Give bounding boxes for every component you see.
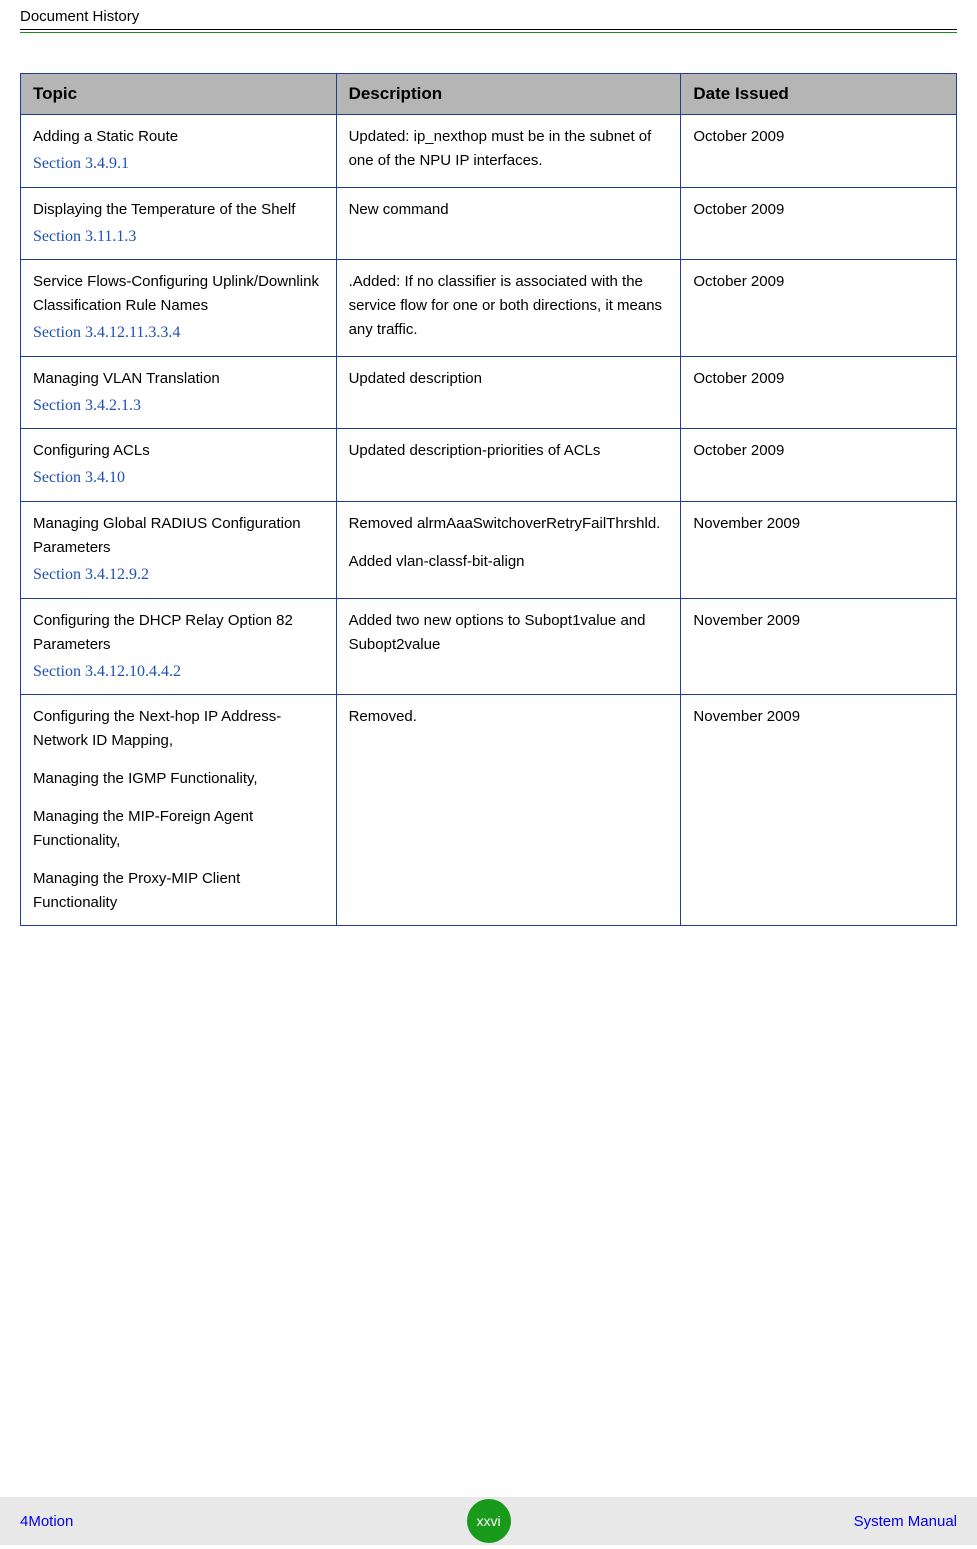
topic-part: Managing the Proxy-MIP Client Functional… <box>33 867 324 915</box>
section-link[interactable]: Section 3.4.12.11.3.3.4 <box>33 320 324 346</box>
cell-description: Updated description-priorities of ACLs <box>336 429 681 502</box>
topic-text: Service Flows-Configuring Uplink/Downlin… <box>33 270 324 318</box>
cell-date: October 2009 <box>681 260 957 357</box>
cell-date: October 2009 <box>681 356 957 429</box>
cell-topic: Managing Global RADIUS Configuration Par… <box>21 501 337 598</box>
cell-description: Updated description <box>336 356 681 429</box>
table-row: Configuring the Next-hop IP Address-Netw… <box>21 695 957 926</box>
cell-date: October 2009 <box>681 115 957 188</box>
page-number-badge: xxvi <box>467 1499 511 1543</box>
section-link[interactable]: Section 3.11.1.3 <box>33 224 324 250</box>
col-header-description: Description <box>336 74 681 115</box>
section-link[interactable]: Section 3.4.2.1.3 <box>33 393 324 419</box>
col-header-topic: Topic <box>21 74 337 115</box>
topic-text: Configuring the DHCP Relay Option 82 Par… <box>33 609 324 657</box>
cell-topic: Configuring the DHCP Relay Option 82 Par… <box>21 598 337 695</box>
topic-text: Managing Global RADIUS Configuration Par… <box>33 512 324 560</box>
topic-text: Displaying the Temperature of the Shelf <box>33 198 324 222</box>
cell-description: New command <box>336 187 681 260</box>
cell-topic: Configuring the Next-hop IP Address-Netw… <box>21 695 337 926</box>
footer-left[interactable]: 4Motion <box>20 1513 73 1530</box>
cell-topic: Service Flows-Configuring Uplink/Downlin… <box>21 260 337 357</box>
content-area: Topic Description Date Issued Adding a S… <box>0 33 977 946</box>
col-header-date: Date Issued <box>681 74 957 115</box>
cell-description: Added two new options to Subopt1value an… <box>336 598 681 695</box>
cell-description: Removed alrmAaaSwitchoverRetryFailThrshl… <box>336 501 681 598</box>
topic-part: Managing the MIP-Foreign Agent Functiona… <box>33 805 324 853</box>
cell-description: Updated: ip_nexthop must be in the subne… <box>336 115 681 188</box>
table-row: Displaying the Temperature of the Shelf … <box>21 187 957 260</box>
page-number: xxvi <box>476 1513 500 1529</box>
table-row: Configuring ACLs Section 3.4.10 Updated … <box>21 429 957 502</box>
section-link[interactable]: Section 3.4.12.9.2 <box>33 562 324 588</box>
footer-right[interactable]: System Manual <box>854 1513 957 1530</box>
section-link[interactable]: Section 3.4.9.1 <box>33 151 324 177</box>
table-row: Configuring the DHCP Relay Option 82 Par… <box>21 598 957 695</box>
cell-topic: Adding a Static Route Section 3.4.9.1 <box>21 115 337 188</box>
page-footer: 4Motion xxvi System Manual <box>0 1497 977 1545</box>
cell-date: November 2009 <box>681 695 957 926</box>
table-row: Managing VLAN Translation Section 3.4.2.… <box>21 356 957 429</box>
topic-text: Configuring ACLs <box>33 439 324 463</box>
history-table: Topic Description Date Issued Adding a S… <box>20 73 957 926</box>
table-row: Managing Global RADIUS Configuration Par… <box>21 501 957 598</box>
desc-part: Added vlan-classf-bit-align <box>349 550 669 574</box>
table-row: Adding a Static Route Section 3.4.9.1 Up… <box>21 115 957 188</box>
topic-text: Managing VLAN Translation <box>33 367 324 391</box>
cell-topic: Configuring ACLs Section 3.4.10 <box>21 429 337 502</box>
table-row: Service Flows-Configuring Uplink/Downlin… <box>21 260 957 357</box>
cell-date: October 2009 <box>681 187 957 260</box>
cell-description: .Added: If no classifier is associated w… <box>336 260 681 357</box>
topic-part: Configuring the Next-hop IP Address-Netw… <box>33 705 324 753</box>
cell-topic: Displaying the Temperature of the Shelf … <box>21 187 337 260</box>
topic-part: Managing the IGMP Functionality, <box>33 767 324 791</box>
topic-text: Adding a Static Route <box>33 125 324 149</box>
header-title: Document History <box>20 8 139 25</box>
section-link[interactable]: Section 3.4.12.10.4.4.2 <box>33 659 324 685</box>
header-rule-black <box>20 29 957 30</box>
desc-part: Removed alrmAaaSwitchoverRetryFailThrshl… <box>349 512 669 536</box>
cell-date: October 2009 <box>681 429 957 502</box>
cell-description: Removed. <box>336 695 681 926</box>
footer-badge-wrapper: xxvi <box>461 1493 517 1549</box>
table-header-row: Topic Description Date Issued <box>21 74 957 115</box>
section-link[interactable]: Section 3.4.10 <box>33 465 324 491</box>
cell-date: November 2009 <box>681 501 957 598</box>
page-header: Document History <box>0 0 977 29</box>
cell-date: November 2009 <box>681 598 957 695</box>
cell-topic: Managing VLAN Translation Section 3.4.2.… <box>21 356 337 429</box>
